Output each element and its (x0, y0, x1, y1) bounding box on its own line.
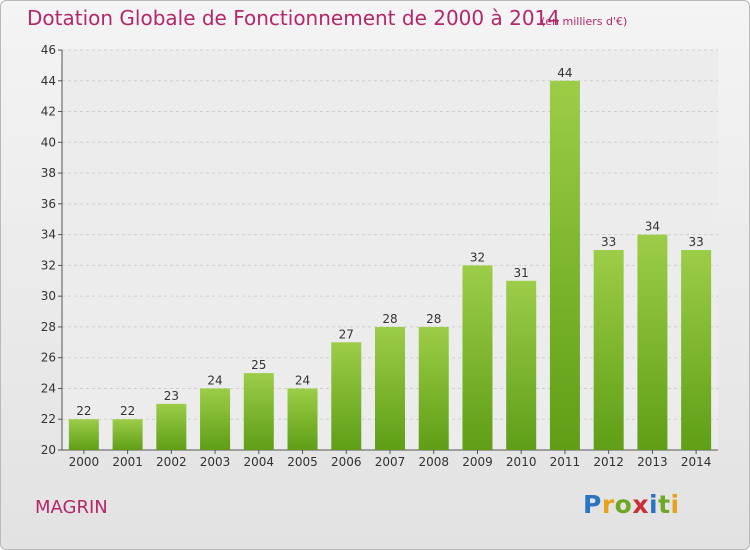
bar (418, 326, 449, 450)
bar (68, 419, 99, 450)
logo-letter: t (658, 490, 671, 519)
bar-value-label: 24 (207, 373, 222, 387)
x-tick-label: 2003 (200, 455, 231, 469)
logo-letter: r (601, 490, 615, 519)
bar (243, 373, 274, 450)
bar (287, 388, 318, 450)
bar (462, 265, 493, 450)
logo-letter: i (649, 490, 659, 519)
x-tick-label: 2011 (550, 455, 581, 469)
x-tick-label: 2013 (637, 455, 668, 469)
y-tick-label: 40 (41, 135, 56, 149)
y-tick-label: 20 (41, 443, 56, 457)
y-tick-label: 22 (41, 412, 56, 426)
x-tick-label: 2008 (418, 455, 449, 469)
bar (549, 80, 580, 451)
y-tick-label: 44 (41, 74, 56, 88)
x-tick-label: 2007 (375, 455, 406, 469)
proxiti-logo: Proxiti (583, 490, 680, 519)
y-tick-label: 36 (41, 197, 56, 211)
bar-value-label: 34 (645, 220, 660, 234)
bar (681, 250, 712, 450)
bar-value-label: 23 (164, 389, 179, 403)
x-tick-label: 2012 (593, 455, 624, 469)
x-tick-label: 2001 (112, 455, 143, 469)
bar-value-label: 28 (382, 312, 397, 326)
y-tick-label: 30 (41, 289, 56, 303)
bar-value-label: 33 (601, 235, 616, 249)
x-tick-label: 2002 (156, 455, 187, 469)
x-tick-label: 2000 (69, 455, 100, 469)
y-tick-label: 34 (41, 228, 56, 242)
bar-value-label: 24 (295, 373, 310, 387)
bar-value-label: 33 (688, 235, 703, 249)
bar (200, 388, 231, 450)
logo-letter: P (583, 490, 602, 519)
bar-value-label: 27 (339, 327, 354, 341)
logo-letter: i (670, 490, 680, 519)
bar-value-label: 22 (76, 404, 91, 418)
logo-letter: x (632, 490, 649, 519)
logo-letter: o (614, 490, 633, 519)
chart-subtitle: (en milliers d'€) (541, 15, 628, 28)
bar-value-label: 31 (514, 266, 529, 280)
y-tick-label: 42 (41, 105, 56, 119)
x-tick-label: 2014 (681, 455, 712, 469)
chart-title: Dotation Globale de Fonctionnement de 20… (27, 6, 560, 30)
y-tick-label: 26 (41, 351, 56, 365)
bar (156, 403, 187, 450)
bar-value-label: 22 (120, 404, 135, 418)
x-tick-label: 2010 (506, 455, 537, 469)
bar (112, 419, 143, 450)
bar-value-label: 44 (557, 66, 572, 80)
bar-value-label: 32 (470, 250, 485, 264)
bar (375, 326, 405, 450)
x-tick-label: 2009 (462, 455, 493, 469)
y-tick-label: 32 (41, 258, 56, 272)
bar-value-label: 28 (426, 312, 441, 326)
y-tick-label: 28 (41, 320, 56, 334)
y-tick-label: 24 (41, 381, 56, 395)
bar-value-label: 25 (251, 358, 266, 372)
x-tick-label: 2005 (287, 455, 318, 469)
commune-name: MAGRIN (35, 497, 108, 518)
bar (593, 250, 624, 450)
bar (331, 342, 362, 450)
y-tick-label: 46 (41, 43, 56, 57)
y-tick-label: 38 (41, 166, 56, 180)
bar (506, 280, 537, 450)
x-tick-label: 2006 (331, 455, 362, 469)
x-tick-label: 2004 (244, 455, 275, 469)
bar (637, 234, 668, 450)
